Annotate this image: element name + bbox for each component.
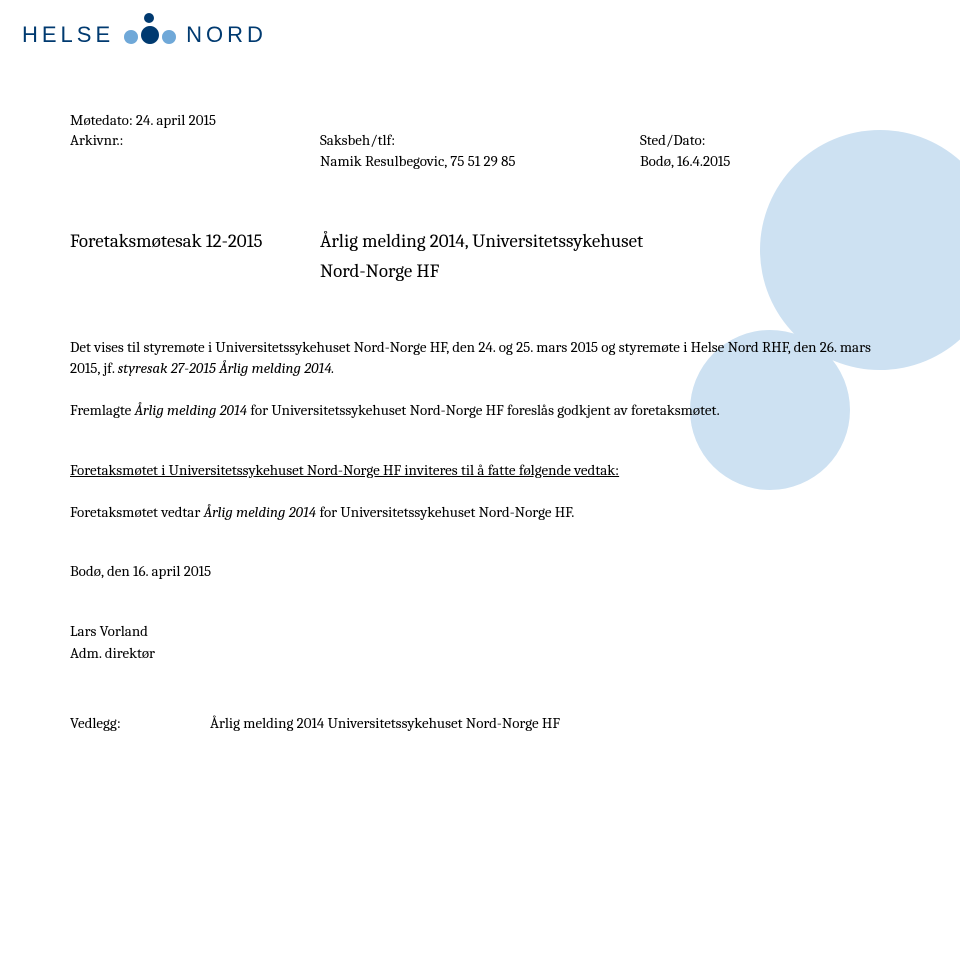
logo-dot-1 bbox=[124, 30, 138, 44]
paragraph-1: Det vises til styremøte i Universitetssy… bbox=[70, 337, 890, 381]
signature-block: Lars Vorland Adm. direktør bbox=[70, 621, 890, 665]
p2-italic: Årlig melding 2014 bbox=[135, 401, 248, 419]
caseworker-value: Namik Resulbegovic, 75 51 29 85 bbox=[320, 151, 640, 171]
logo-text-right: NORD bbox=[186, 22, 267, 48]
p2-a: Fremlagte bbox=[70, 401, 135, 419]
signature-place-date: Bodø, den 16. april 2015 bbox=[70, 561, 890, 583]
document-content: Møtedato: 24. april 2015 Arkivnr.: Saksb… bbox=[70, 110, 890, 734]
logo-dot-2 bbox=[141, 26, 159, 44]
paragraph-3: Foretaksmøtet i Universitetssykehuset No… bbox=[70, 460, 890, 482]
p4-a: Foretaksmøtet vedtar bbox=[70, 503, 204, 521]
place-date-label: Sted/Dato: bbox=[640, 130, 890, 150]
meta-row-2: Arkivnr.: Saksbeh/tlf: Sted/Dato: bbox=[70, 130, 890, 150]
p2-c: for Universitetssykehuset Nord-Norge HF … bbox=[247, 401, 720, 419]
caseworker-label: Saksbeh/tlf: bbox=[320, 130, 640, 150]
case-name: Årlig melding 2014, Universitetssykehuse… bbox=[320, 226, 890, 287]
logo-dots bbox=[124, 26, 176, 44]
p1-italic: styresak 27-2015 Årlig melding 2014. bbox=[118, 359, 335, 377]
meta-row-1: Møtedato: 24. april 2015 bbox=[70, 110, 890, 130]
case-number: Foretaksmøtesak 12-2015 bbox=[70, 226, 320, 287]
attachment-row: Vedlegg: Årlig melding 2014 Universitets… bbox=[70, 713, 890, 735]
paragraph-2: Fremlagte Årlig melding 2014 for Univers… bbox=[70, 400, 890, 422]
p4-italic: Årlig melding 2014 bbox=[204, 503, 317, 521]
logo-text-left: HELSE bbox=[22, 22, 114, 48]
body-text: Det vises til styremøte i Universitetssy… bbox=[70, 337, 890, 735]
logo: HELSE NORD bbox=[22, 22, 267, 48]
case-name-line1: Årlig melding 2014, Universitetssykehuse… bbox=[320, 226, 890, 256]
case-title: Foretaksmøtesak 12-2015 Årlig melding 20… bbox=[70, 226, 890, 287]
p4-c: for Universitetssykehuset Nord-Norge HF. bbox=[316, 503, 574, 521]
archive-label: Arkivnr.: bbox=[70, 130, 320, 150]
meta-row-3: Namik Resulbegovic, 75 51 29 85 Bodø, 16… bbox=[70, 151, 890, 171]
logo-dot-top bbox=[144, 13, 154, 23]
signature-title: Adm. direktør bbox=[70, 643, 890, 665]
signature-name: Lars Vorland bbox=[70, 621, 890, 643]
place-date-value: Bodø, 16.4.2015 bbox=[640, 151, 890, 171]
logo-dot-3 bbox=[162, 30, 176, 44]
attachment-text: Årlig melding 2014 Universitetssykehuset… bbox=[210, 713, 560, 735]
paragraph-4: Foretaksmøtet vedtar Årlig melding 2014 … bbox=[70, 502, 890, 524]
case-name-line2: Nord-Norge HF bbox=[320, 256, 890, 286]
attachment-label: Vedlegg: bbox=[70, 713, 210, 735]
meeting-date: Møtedato: 24. april 2015 bbox=[70, 110, 320, 130]
